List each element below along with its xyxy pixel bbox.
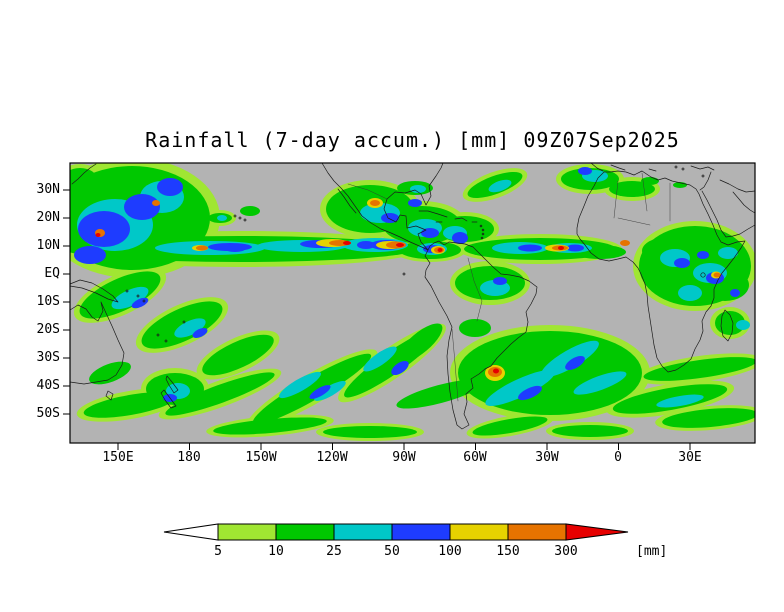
lat-label: EQ — [44, 266, 60, 281]
colorbar-unit-label: [mm] — [636, 544, 667, 559]
colorbar-arrow-low — [163, 523, 219, 541]
lat-label: 40S — [36, 378, 60, 393]
lat-label: 50S — [36, 406, 60, 421]
coast-north-america — [321, 162, 429, 251]
lon-label: 60W — [463, 450, 487, 465]
hawaii — [233, 214, 237, 218]
colorbar-tick-label: 5 — [214, 544, 222, 559]
map-margin-mask — [60, 155, 760, 460]
coast-cuba — [418, 210, 448, 218]
map-frame — [69, 162, 756, 444]
colorbar-tick-label: 300 — [554, 544, 577, 559]
coast-madagascar — [720, 309, 734, 342]
colorbar-tick-label: 25 — [326, 544, 342, 559]
lon-label: 150W — [245, 450, 277, 465]
coast-gulf-atlantic — [383, 162, 444, 251]
coast-africa — [576, 170, 746, 373]
lon-label: 120W — [316, 450, 348, 465]
lat-label: 20N — [36, 210, 60, 225]
lat-label: 10N — [36, 238, 60, 253]
colorbar-tick-label: 10 — [268, 544, 284, 559]
lat-label: 30N — [36, 182, 60, 197]
colorbar-segment — [391, 523, 451, 541]
lake-victoria — [700, 272, 706, 278]
colorbar-segment — [217, 523, 277, 541]
lon-label: 150E — [102, 450, 134, 465]
lat-label: 10S — [36, 294, 60, 309]
rain-band-50-100 — [74, 167, 740, 402]
colorbar-arrow-high — [565, 523, 629, 541]
figure-title: Rainfall (7-day accum.) [mm] 09Z07Sep202… — [145, 128, 680, 152]
lon-label: 90W — [392, 450, 416, 465]
coast-japan — [71, 163, 97, 185]
rain-band-over-300 — [95, 233, 564, 374]
lon-label: 30E — [678, 450, 702, 465]
colorbar-tick-label: 150 — [496, 544, 519, 559]
coast-tasmania — [105, 390, 114, 401]
lon-label: 0 — [614, 450, 622, 465]
coast-baja — [337, 188, 357, 214]
lon-label: 180 — [177, 450, 201, 465]
coast-new-guinea — [69, 279, 119, 303]
coast-australia — [69, 301, 125, 385]
lat-label: 20S — [36, 322, 60, 337]
coast-new-zealand — [160, 375, 179, 409]
colorbar-segment — [449, 523, 509, 541]
coast-arabia — [701, 190, 756, 238]
rainfall-map — [60, 155, 760, 460]
axis-ticks — [63, 189, 691, 450]
colorbar: 5 10 25 50 100 150 300 [mm] — [163, 523, 667, 559]
rainfall-field — [60, 158, 760, 441]
coastlines — [69, 162, 756, 430]
lon-label: 30W — [535, 450, 559, 465]
lat-label: 30S — [36, 350, 60, 365]
colorbar-segment — [275, 523, 335, 541]
colorbar-segment — [507, 523, 567, 541]
colorbar-tick-label: 50 — [384, 544, 400, 559]
colorbar-segment — [333, 523, 393, 541]
coast-south-america — [424, 240, 538, 430]
colorbar-tick-label: 100 — [438, 544, 461, 559]
coast-hispaniola — [454, 217, 468, 222]
galapagos — [402, 272, 406, 276]
